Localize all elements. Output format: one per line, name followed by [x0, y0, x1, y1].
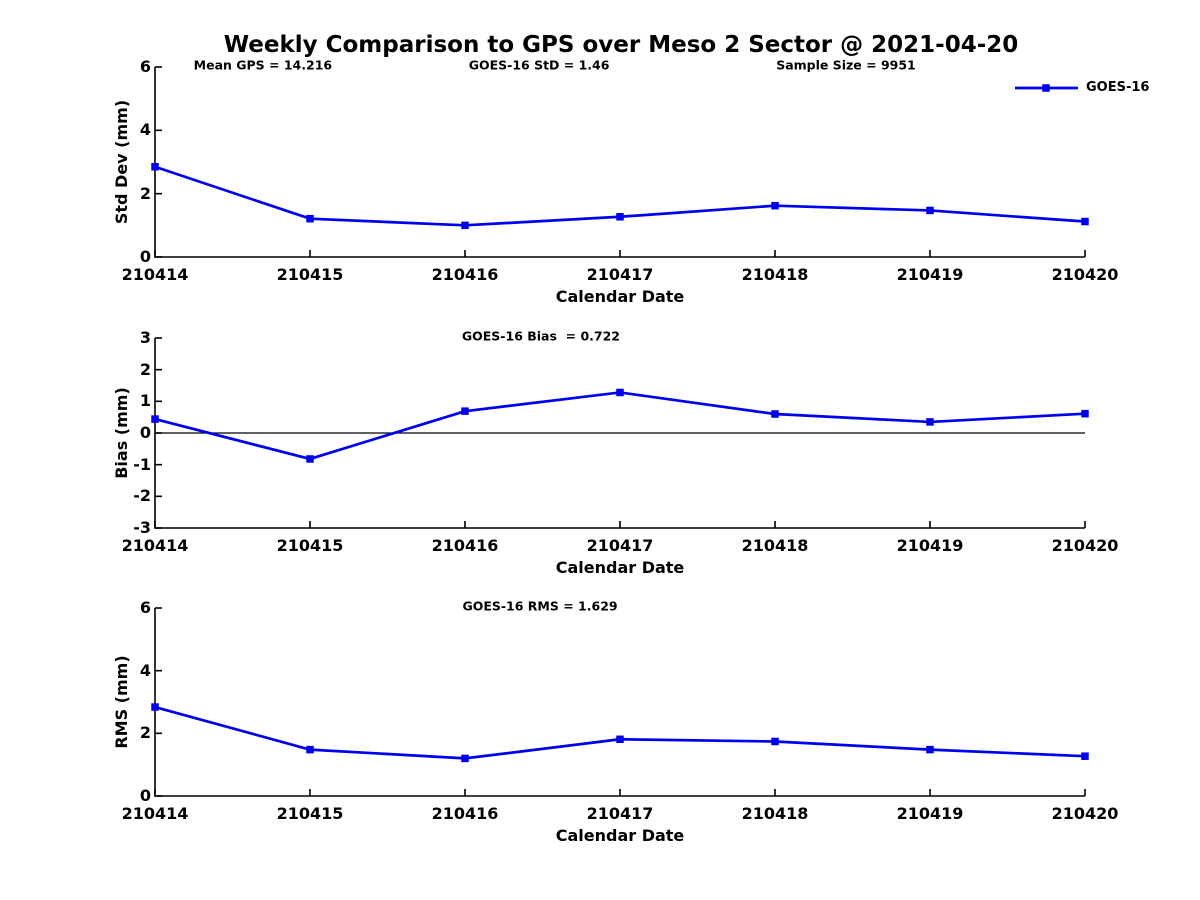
y-tick-label: 4: [139, 660, 151, 680]
x-tick-label: 210420: [1051, 804, 1119, 823]
x-tick-label: 210416: [431, 265, 499, 284]
x-tick-label: 210414: [121, 804, 189, 823]
y-tick-label: 0: [139, 423, 151, 442]
data-marker: [306, 214, 314, 223]
y-tick-label: -1: [133, 454, 151, 474]
y-tick-label: 2: [139, 359, 151, 379]
x-tick-label: 210414: [121, 265, 189, 284]
data-marker: [616, 388, 624, 397]
data-marker: [1081, 217, 1089, 226]
data-marker: [461, 407, 469, 415]
x-tick-label: 210417: [586, 536, 654, 555]
annotation: Sample Size = 9951: [776, 57, 916, 73]
data-marker: [1081, 409, 1089, 418]
y-tick-label: -3: [133, 518, 151, 537]
data-marker: [461, 221, 469, 230]
x-tick-label: 210415: [276, 265, 344, 284]
x-tick-label: 210419: [896, 804, 964, 823]
y-axis-label: RMS (mm): [112, 655, 131, 749]
data-marker: [926, 745, 934, 754]
x-tick-label: 210420: [1051, 265, 1119, 284]
x-axis-label: Calendar Date: [555, 558, 685, 577]
x-tick-label: 210419: [896, 536, 964, 555]
x-tick-label: 210417: [586, 265, 654, 284]
y-tick-label: 6: [139, 598, 151, 617]
data-marker: [151, 703, 159, 711]
data-line: [154, 391, 1086, 461]
data-marker: [151, 163, 159, 171]
x-tick-label: 210415: [276, 536, 344, 555]
data-marker: [771, 201, 779, 210]
y-tick-label: 2: [139, 183, 151, 203]
y-axis-label: Std Dev (mm): [112, 99, 131, 225]
annotation: GOES-16 RMS = 1.629: [462, 598, 618, 614]
data-marker: [616, 213, 624, 221]
data-marker: [771, 410, 779, 418]
legend-marker-sample: [1042, 84, 1050, 92]
data-marker: [461, 754, 469, 763]
chart-title: Weekly Comparison to GPS over Meso 2 Sec…: [223, 32, 1019, 58]
data-marker: [306, 455, 314, 463]
x-tick-label: 210416: [431, 536, 499, 555]
annotation: GOES-16 StD = 1.46: [468, 57, 610, 73]
x-axis-label: Calendar Date: [555, 826, 685, 845]
y-tick-label: 6: [139, 57, 151, 76]
data-line: [154, 705, 1086, 760]
y-tick-label: -2: [133, 486, 151, 506]
y-tick-label: 2: [139, 723, 151, 743]
y-tick-label: 0: [139, 247, 151, 266]
x-tick-label: 210417: [586, 804, 654, 823]
data-marker: [926, 206, 934, 215]
data-marker: [1081, 752, 1089, 760]
annotation: GOES-16 Bias = 0.722: [461, 328, 620, 344]
y-tick-label: 0: [139, 786, 151, 805]
data-marker: [771, 737, 779, 746]
x-tick-label: 210415: [276, 804, 344, 823]
annotation: Mean GPS = 14.216: [193, 57, 333, 73]
data-marker: [616, 735, 624, 744]
x-tick-label: 210414: [121, 536, 189, 555]
y-axis-label: Bias (mm): [112, 387, 131, 479]
x-tick-label: 210419: [896, 265, 964, 284]
legend-label: GOES-16: [1086, 80, 1150, 95]
x-tick-label: 210418: [741, 804, 809, 823]
y-tick-label: 4: [139, 120, 151, 140]
data-marker: [926, 418, 934, 426]
y-tick-label: 1: [139, 391, 151, 411]
x-tick-label: 210418: [741, 265, 809, 284]
data-marker: [151, 415, 159, 423]
x-axis-label: Calendar Date: [555, 287, 685, 306]
x-tick-label: 210418: [741, 536, 809, 555]
y-tick-label: 3: [139, 328, 151, 347]
x-tick-label: 210420: [1051, 536, 1119, 555]
data-marker: [306, 745, 314, 754]
x-tick-label: 210416: [431, 804, 499, 823]
